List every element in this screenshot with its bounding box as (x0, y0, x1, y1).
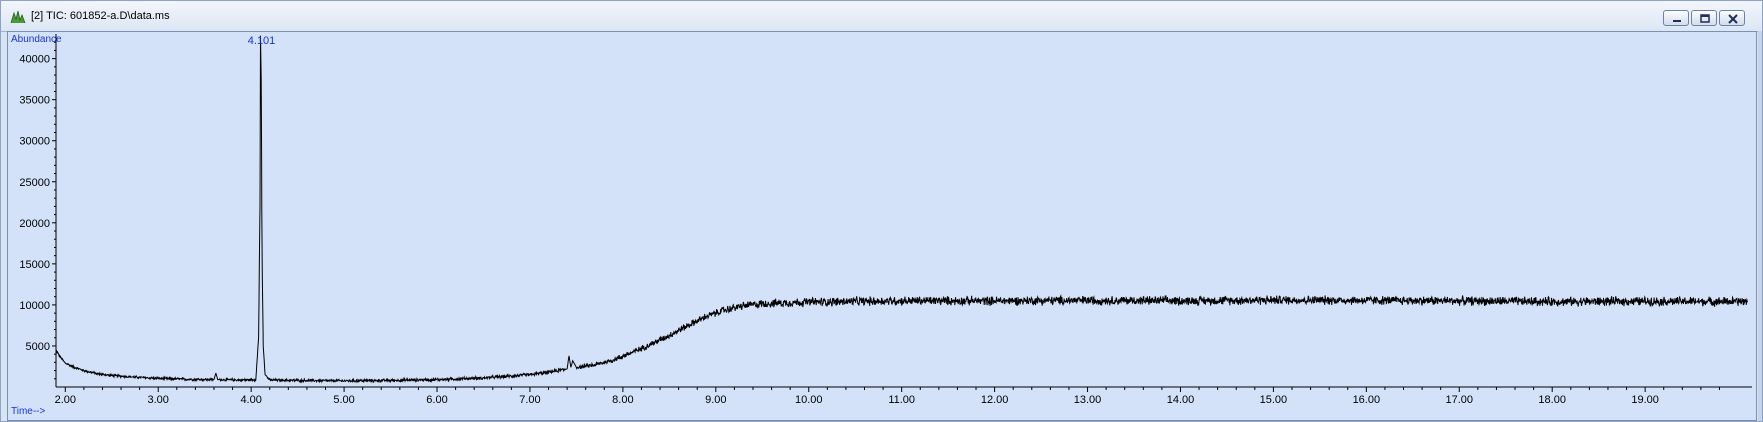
x-tick-label: 8.00 (612, 394, 633, 406)
title-bar[interactable]: [2] TIC: 601852-a.D\data.ms (1, 1, 1762, 32)
x-axis-label: Time--> (11, 406, 46, 417)
y-tick-label: 40000 (19, 54, 50, 66)
x-tick-label: 2.00 (55, 394, 76, 406)
minimize-button[interactable] (1663, 10, 1689, 26)
restore-button[interactable] (1691, 10, 1717, 26)
x-tick-label: 6.00 (426, 394, 447, 406)
x-tick-label: 11.00 (888, 394, 915, 406)
x-tick-label: 14.00 (1167, 394, 1195, 406)
x-tick-label: 3.00 (148, 394, 169, 406)
tic-chart[interactable]: 500010000150002000025000300003500040000 … (8, 32, 1756, 420)
y-axis: 5000 10000 15000 20000 25000 30000 35000 40000 (19, 34, 57, 387)
y-tick-label: 25000 (19, 177, 50, 189)
minimize-icon (1673, 20, 1681, 22)
x-tick-label: 4.00 (240, 394, 261, 406)
x-axis: 2.00 3.00 4.00 5.00 6.00 7.00 8.00 9.00 10.00 11.… (55, 386, 1752, 406)
close-icon (1728, 14, 1738, 24)
peak-label: 4.101 (248, 35, 276, 47)
close-button[interactable] (1719, 10, 1745, 26)
y-tick-label: 20000 (19, 218, 50, 230)
x-tick-label: 16.00 (1353, 394, 1381, 406)
y-axis-label: Abundance (11, 34, 62, 45)
x-tick-label: 17.00 (1446, 394, 1474, 406)
tic-trace[interactable] (55, 35, 1748, 384)
y-tick-label: 5000 (26, 341, 50, 353)
y-tick-label: 35000 (19, 95, 50, 107)
x-tick-label: 10.00 (795, 394, 823, 406)
y-tick-label: 15000 (19, 259, 50, 271)
window-title: [2] TIC: 601852-a.D\data.ms (31, 10, 170, 22)
y-tick-label: 10000 (19, 300, 50, 312)
x-tick-label: 12.00 (981, 394, 1009, 406)
plot-area[interactable]: 5000 10000 15000 20000 25000 30000 35000 40000 … (7, 31, 1757, 421)
x-tick-label: 15.00 (1260, 394, 1288, 406)
x-tick-label: 18.00 (1538, 394, 1566, 406)
plot-background (8, 32, 1756, 420)
y-tick-label: 30000 (19, 136, 50, 148)
restore-icon (1700, 14, 1710, 23)
chemstation-app-icon (10, 10, 26, 24)
x-tick-label: 5.00 (333, 394, 354, 406)
x-tick-label: 19.00 (1631, 394, 1659, 406)
peak-annotations: 4.101 (248, 35, 276, 47)
x-tick-label: 9.00 (705, 394, 726, 406)
x-tick-label: 7.00 (519, 394, 540, 406)
window-right-border (1758, 31, 1762, 421)
x-tick-label: 13.00 (1074, 394, 1102, 406)
